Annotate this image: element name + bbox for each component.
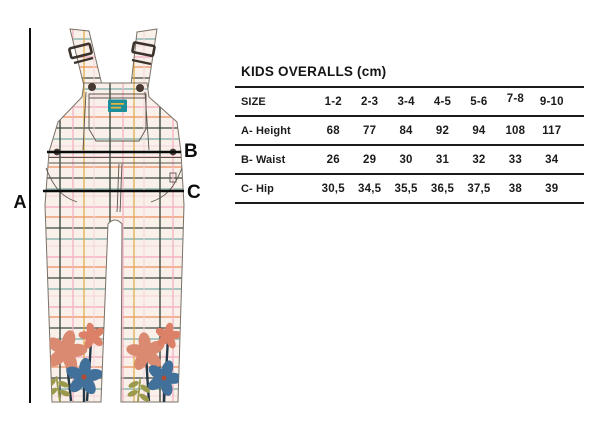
- measurement-lines: A B C: [14, 28, 201, 403]
- size-col: 9-10: [539, 95, 564, 108]
- value-cell: 30: [399, 153, 413, 166]
- value-cell: 37,5: [467, 182, 491, 195]
- value-cell: 31: [435, 153, 450, 166]
- strap-buckle-left: [68, 42, 94, 65]
- size-col: 3-4: [397, 95, 415, 108]
- overalls-diagram: A B C: [0, 0, 230, 423]
- value-cell: 34,5: [358, 182, 382, 195]
- size-column-header: SIZE: [241, 95, 266, 108]
- value-cell: 33: [508, 153, 522, 166]
- size-col: 4-5: [433, 95, 452, 108]
- pocket-brand-label: [108, 99, 127, 112]
- value-cell: 108: [505, 124, 526, 137]
- table-header-row: SIZE 1-2 2-3 3-4 4-5 5-6 7-8 9-10: [235, 86, 584, 115]
- table-row-hip: C- Hip 30,5 34,5 35,5 36,5 37,5 38 39: [235, 173, 584, 204]
- value-cell: 26: [326, 153, 340, 166]
- value-cell: 36,5: [430, 182, 455, 195]
- overalls-illustration: A B C: [14, 28, 201, 403]
- value-cell: 30,5: [321, 182, 345, 195]
- value-cell: 68: [326, 124, 340, 137]
- strap-buckle-right: [131, 41, 156, 66]
- size-col: 7-8: [506, 93, 524, 105]
- floral-print: [45, 319, 184, 402]
- value-cell: 35,5: [394, 182, 418, 195]
- value-cell: 84: [399, 124, 413, 137]
- table-title: KIDS OVERALLS (cm): [241, 64, 387, 79]
- flower-center: [161, 375, 167, 381]
- value-cell: 117: [542, 124, 562, 137]
- value-cell: 34: [545, 153, 559, 166]
- row-label: B- Waist: [241, 153, 286, 166]
- marker-a-label: A: [14, 192, 27, 212]
- row-label: C- Hip: [241, 182, 274, 195]
- row-label: A- Height: [241, 124, 291, 137]
- value-cell: 94: [472, 124, 486, 137]
- overalls-straps: [68, 28, 158, 91]
- marker-b-label: B: [184, 141, 198, 162]
- value-cell: 32: [472, 153, 486, 166]
- value-cell: 39: [545, 182, 559, 195]
- value-cell: 77: [363, 124, 377, 137]
- marker-c-label: C: [187, 182, 201, 203]
- size-col: 2-3: [361, 95, 379, 108]
- value-cell: 29: [363, 153, 377, 166]
- table-row-height: A- Height 68 77 84 92 94 108 117: [235, 115, 584, 144]
- value-cell: 38: [508, 182, 522, 195]
- size-table-panel: KIDS OVERALLS (cm) SIZE 1-2 2-3 3-4 4-5 …: [235, 63, 584, 204]
- value-cell: 92: [435, 124, 450, 137]
- flower-center: [81, 374, 87, 380]
- table-row-waist: B- Waist 26 29 30 31 32 33 34: [235, 144, 584, 173]
- size-col: 1-2: [324, 95, 342, 108]
- size-col: 5-6: [470, 95, 488, 108]
